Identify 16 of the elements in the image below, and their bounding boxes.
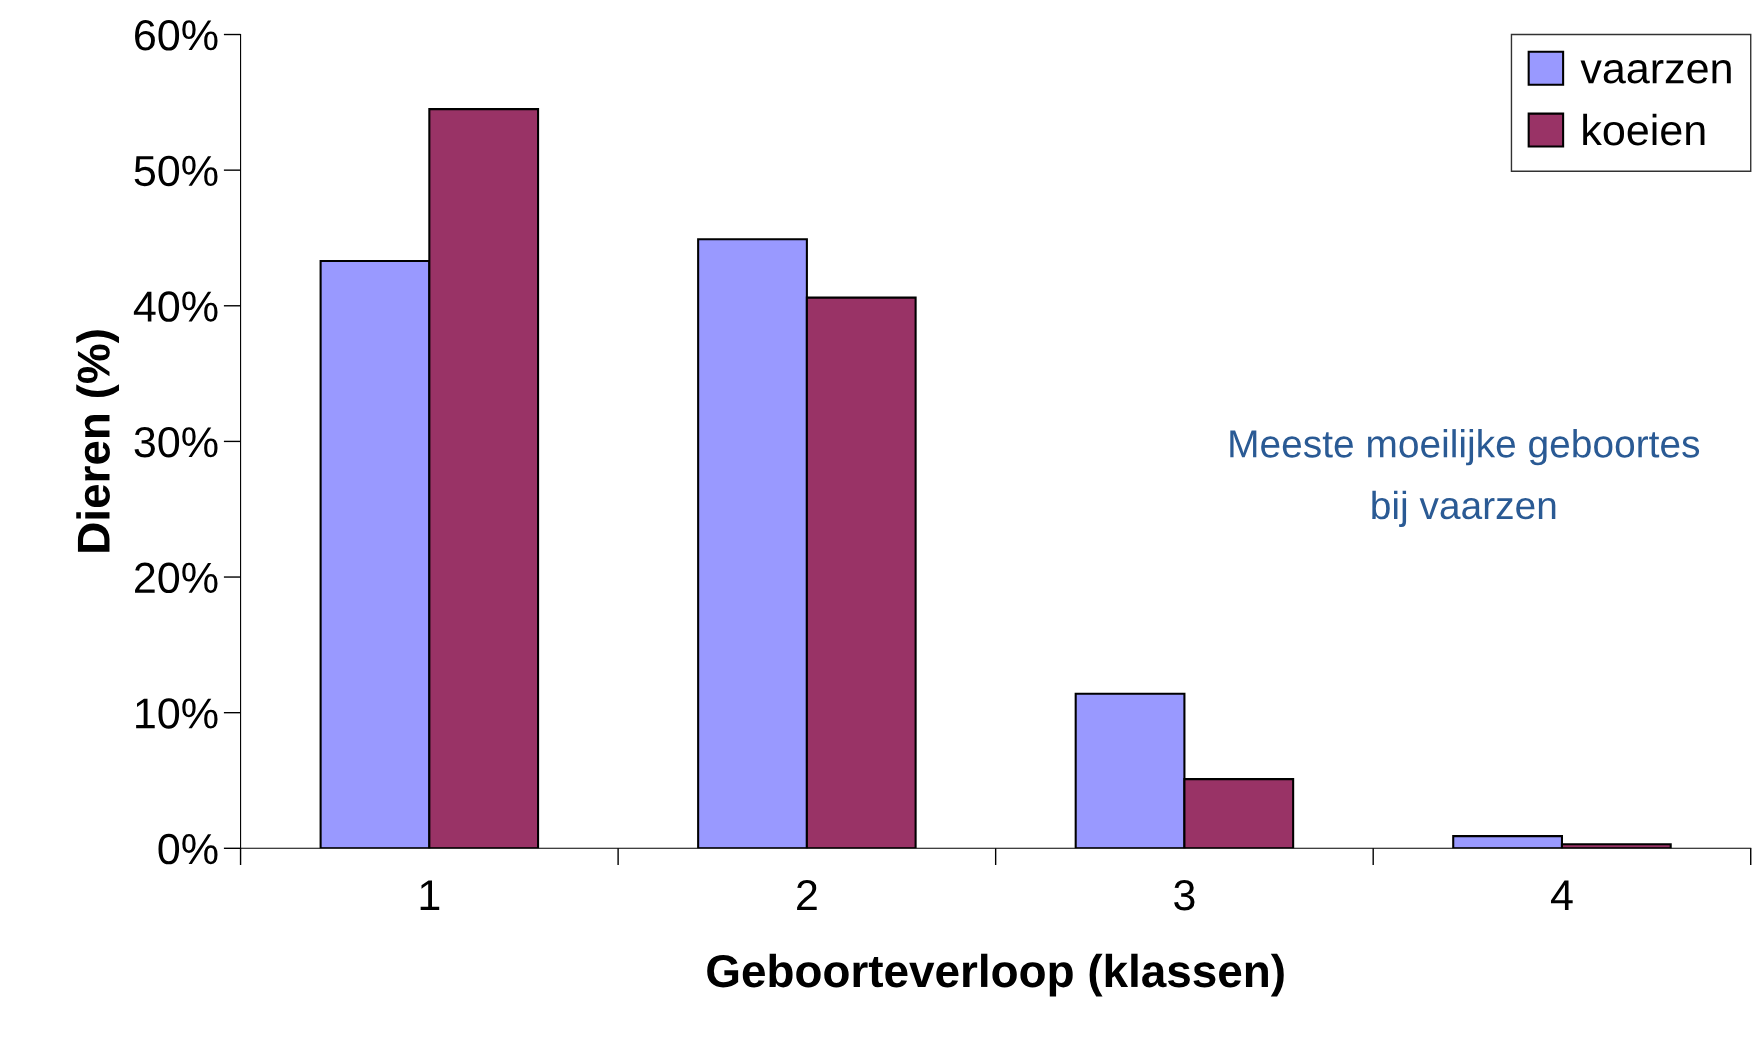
y-tick-label: 30% [134,426,218,458]
x-tick-label: 4 [1550,880,1573,911]
x-tick-label: 3 [1174,880,1195,911]
y-tick-label: 0% [158,833,218,865]
y-tick-label: 20% [135,562,218,594]
legend-label: koeien [1583,113,1705,146]
x-tick-label: 1 [420,880,440,911]
y-tick-label: 10% [136,698,218,729]
annotation: Meeste moeilijke geboortes bij vaarzen [1230,429,1700,527]
y-tick-label: 60% [135,20,218,51]
y-axis-title: Dieren (%) [76,330,119,552]
x-tick-label: 2 [797,880,817,911]
x-axis-title: Geboorteverloop (klassen) [707,953,1284,997]
legend-label: vaarzen [1580,60,1731,84]
y-tick-label: 40% [133,291,218,322]
y-tick-label: 50% [134,155,218,187]
